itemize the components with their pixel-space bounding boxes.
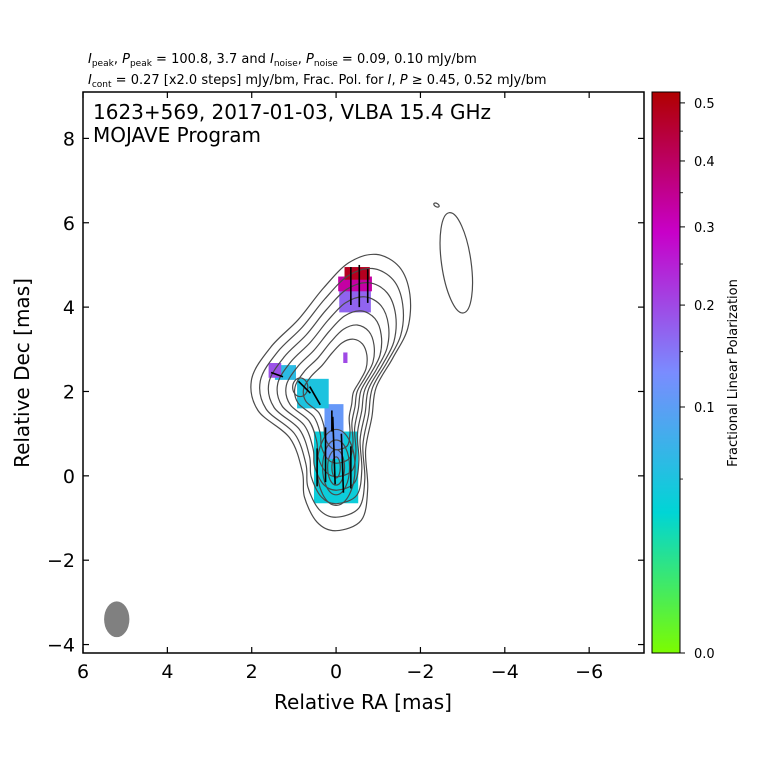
evpa-vector-8 bbox=[270, 371, 284, 378]
y-tick-label: 4 bbox=[63, 297, 75, 319]
core-contour-3 bbox=[331, 456, 341, 479]
y-tick-label: −4 bbox=[47, 635, 75, 657]
evpa-vectors bbox=[270, 264, 369, 493]
colorbar-label: Fractional Linear Polarization bbox=[726, 279, 741, 467]
jet-contour-0 bbox=[250, 253, 412, 532]
colorbar-tick-label: 0.4 bbox=[694, 155, 715, 170]
colorbar-ticks: 0.0 0.1 0.2 0.3 0.4 0.5 bbox=[680, 97, 715, 662]
pol-region-6 bbox=[338, 276, 372, 292]
total-intensity-contours bbox=[250, 202, 474, 532]
jet-contour-4 bbox=[285, 310, 383, 478]
x-tick-label: 2 bbox=[246, 661, 258, 683]
core-contour-2 bbox=[327, 449, 346, 486]
x-axis-label: Relative RA [mas] bbox=[274, 690, 452, 714]
y-tick-label: −2 bbox=[47, 550, 75, 572]
polarization-map bbox=[268, 267, 372, 504]
x-tick-label: 0 bbox=[330, 661, 342, 683]
y-tick-label: 2 bbox=[63, 381, 75, 403]
beam-ellipse-layer bbox=[104, 601, 130, 638]
y-tick-label: 0 bbox=[63, 466, 75, 488]
beam-ellipse bbox=[104, 601, 130, 638]
pol-region-8 bbox=[343, 352, 348, 364]
jet-contour-2 bbox=[267, 282, 397, 505]
evpa-vector-6 bbox=[309, 386, 321, 406]
core-contour-4 bbox=[292, 377, 309, 398]
chart-title-line-1: 1623+569, 2017-01-03, VLBA 15.4 GHz bbox=[93, 100, 491, 124]
colorbar-tick-label: 0.2 bbox=[694, 299, 715, 314]
chart-title-line-2: MOJAVE Program bbox=[93, 123, 261, 147]
evpa-vector-7 bbox=[297, 380, 311, 394]
x-tick-label: 4 bbox=[161, 661, 173, 683]
evpa-vector-2 bbox=[331, 416, 336, 485]
colorbar bbox=[651, 91, 681, 654]
y-tick-label: 8 bbox=[63, 128, 75, 150]
header-line-2: Icont = 0.27 [x2.0 steps] mJy/bm, Frac. … bbox=[88, 73, 547, 90]
evpa-vector-3 bbox=[340, 433, 345, 493]
x-tick-label: −4 bbox=[491, 661, 519, 683]
x-tick-label: −2 bbox=[406, 661, 434, 683]
plot-frame bbox=[82, 91, 645, 654]
x-tick-label: −6 bbox=[575, 661, 603, 683]
colorbar-tick-label: 0.5 bbox=[694, 97, 715, 112]
colorbar-tick-label: 0.0 bbox=[694, 647, 715, 662]
jet-contour-1 bbox=[259, 267, 404, 518]
header-line-1: Ipeak, Ppeak = 100.8, 3.7 and Inoise, Pn… bbox=[88, 52, 477, 69]
core-contour-1 bbox=[321, 439, 351, 496]
island-contour-0 bbox=[439, 212, 474, 314]
jet-contour-3 bbox=[276, 296, 390, 491]
y-axis-label: Relative Dec [mas] bbox=[10, 278, 34, 468]
colorbar-tick-label: 0.3 bbox=[694, 221, 715, 236]
jet-contour-6 bbox=[302, 338, 368, 451]
pol-region-5 bbox=[339, 289, 371, 313]
jet-contour-5 bbox=[293, 324, 375, 464]
axes-ticks: 6 4 2 0 −2 −4 −6 −4 −2 0 2 4 6 8 bbox=[47, 92, 644, 683]
x-tick-label: 6 bbox=[77, 661, 89, 683]
y-tick-label: 6 bbox=[63, 213, 75, 235]
island-contour-1 bbox=[433, 202, 440, 208]
colorbar-tick-label: 0.1 bbox=[694, 401, 715, 416]
